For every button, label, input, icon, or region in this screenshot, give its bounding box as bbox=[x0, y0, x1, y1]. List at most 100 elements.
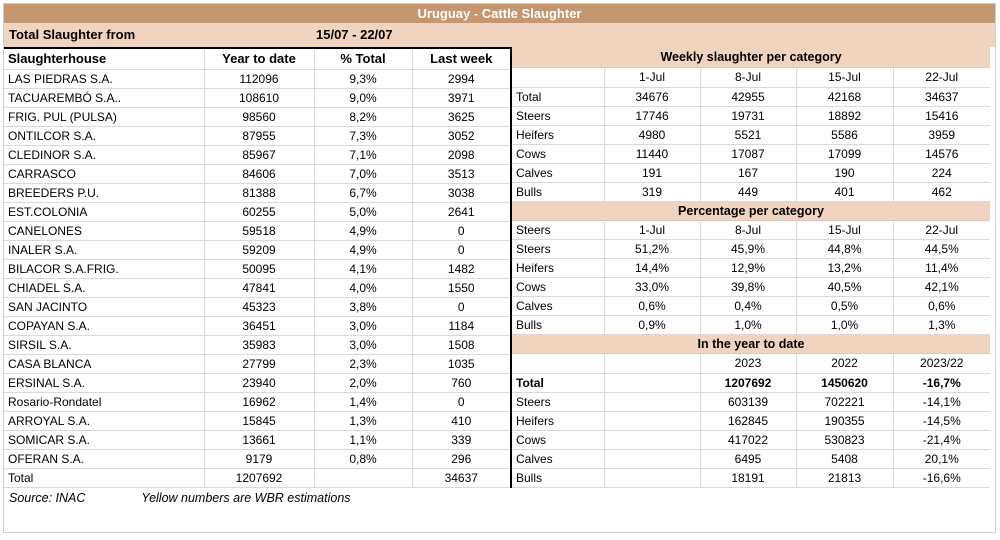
percentage-header-22jul: 22-Jul bbox=[893, 220, 990, 240]
table-row: Total 34676 42955 42168 34637 bbox=[512, 87, 990, 107]
ytd-2023-value: 603139 bbox=[700, 392, 797, 412]
slaughterhouse-name: Rosario-Rondatel bbox=[4, 392, 205, 412]
week3-value: 17099 bbox=[796, 144, 894, 164]
year-to-date-value: 59518 bbox=[204, 221, 315, 241]
pct-total-value: 3,8% bbox=[314, 297, 413, 317]
ytd-2023-value: 6495 bbox=[700, 449, 797, 469]
percentage-header-label: Steers bbox=[512, 220, 605, 240]
week4-value: 34637 bbox=[893, 87, 990, 107]
pct-total-value: 4,0% bbox=[314, 278, 413, 298]
year-to-date-value: 36451 bbox=[204, 316, 315, 336]
last-week-value: 0 bbox=[412, 240, 510, 260]
pct-total-value: 0,8% bbox=[314, 449, 413, 469]
last-week-value: 3052 bbox=[412, 126, 510, 146]
ytd-header-ratio: 2023/22 bbox=[893, 354, 990, 374]
ytd-total-blank bbox=[604, 373, 701, 393]
table-row: CLEDINOR S.A. 85967 7,1% 2098 bbox=[4, 145, 510, 165]
category-label: Calves bbox=[512, 296, 605, 316]
last-week-value: 2641 bbox=[412, 202, 510, 222]
week2-value: 167 bbox=[700, 163, 797, 183]
week2-value: 42955 bbox=[700, 87, 797, 107]
slaughterhouse-name: INALER S.A. bbox=[4, 240, 205, 260]
week3-value: 401 bbox=[796, 182, 894, 202]
last-week-value: 1482 bbox=[412, 259, 510, 279]
table-row: Cows 11440 17087 17099 14576 bbox=[512, 144, 990, 164]
table-row: TACUAREMBÓ S.A.. 108610 9,0% 3971 bbox=[4, 88, 510, 108]
pct-total-value: 3,0% bbox=[314, 316, 413, 336]
total-last-week: 34637 bbox=[412, 468, 510, 488]
table-row: Rosario-Rondatel 16962 1,4% 0 bbox=[4, 392, 510, 412]
week2-pct: 12,9% bbox=[700, 258, 797, 278]
table-row: OFERAN S.A. 9179 0,8% 296 bbox=[4, 449, 510, 469]
category-label: Steers bbox=[512, 106, 605, 126]
week2-pct: 0,4% bbox=[700, 296, 797, 316]
year-to-date-value: 9179 bbox=[204, 449, 315, 469]
year-to-date-value: 27799 bbox=[204, 354, 315, 374]
table-row: Bulls 0,9% 1,0% 1,0% 1,3% bbox=[512, 315, 990, 335]
percentage-rows: Steers 51,2% 45,9% 44,8% 44,5% Heifers 1… bbox=[512, 239, 990, 335]
ytd-2022-value: 190355 bbox=[796, 411, 894, 431]
ytd-header-blank2 bbox=[604, 354, 701, 374]
category-label: Heifers bbox=[512, 258, 605, 278]
slaughterhouse-header-row: Slaughterhouse Year to date % Total Last… bbox=[4, 47, 510, 70]
col-header-last-week: Last week bbox=[412, 47, 510, 70]
week1-value: 191 bbox=[604, 163, 701, 183]
ytd-2023-value: 162845 bbox=[700, 411, 797, 431]
year-to-date-value: 15845 bbox=[204, 411, 315, 431]
page-title: Uruguay - Cattle Slaughter bbox=[4, 4, 995, 23]
category-label: Bulls bbox=[512, 468, 605, 488]
total-pct bbox=[314, 468, 413, 488]
year-to-date-value: 16962 bbox=[204, 392, 315, 412]
ytd-2023-value: 18191 bbox=[700, 468, 797, 488]
category-panel: Weekly slaughter per category 1-Jul 8-Ju… bbox=[510, 47, 990, 488]
last-week-value: 3971 bbox=[412, 88, 510, 108]
year-to-date-value: 47841 bbox=[204, 278, 315, 298]
slaughterhouse-name: FRIG. PUL (PULSA) bbox=[4, 107, 205, 127]
week1-value: 17746 bbox=[604, 106, 701, 126]
year-to-date-value: 84606 bbox=[204, 164, 315, 184]
slaughterhouse-name: SIRSIL S.A. bbox=[4, 335, 205, 355]
week1-value: 11440 bbox=[604, 144, 701, 164]
table-row: Bulls 319 449 401 462 bbox=[512, 182, 990, 202]
category-label: Cows bbox=[512, 144, 605, 164]
slaughterhouse-table: Slaughterhouse Year to date % Total Last… bbox=[4, 47, 510, 488]
col-header-pct-total: % Total bbox=[314, 47, 413, 70]
ytd-total-row: Total 1207692 1450620 -16,7% bbox=[512, 373, 990, 393]
year-to-date-value: 59209 bbox=[204, 240, 315, 260]
week1-pct: 0,9% bbox=[604, 315, 701, 335]
weekly-header-22jul: 22-Jul bbox=[893, 68, 990, 88]
source-row: Source: INAC Yellow numbers are WBR esti… bbox=[4, 488, 510, 505]
percentage-header-1jul: 1-Jul bbox=[604, 220, 701, 240]
week4-pct: 11,4% bbox=[893, 258, 990, 278]
week4-pct: 0,6% bbox=[893, 296, 990, 316]
ytd-section-title: In the year to date bbox=[512, 335, 990, 354]
col-header-year-to-date: Year to date bbox=[204, 47, 315, 70]
period-row: Total Slaughter from 15/07 - 22/07 bbox=[4, 23, 995, 47]
year-to-date-value: 108610 bbox=[204, 88, 315, 108]
week4-pct: 1,3% bbox=[893, 315, 990, 335]
slaughterhouse-name: BREEDERS P.U. bbox=[4, 183, 205, 203]
table-row: Steers 603139 702221 -14,1% bbox=[512, 392, 990, 412]
week4-pct: 42,1% bbox=[893, 277, 990, 297]
slaughterhouse-name: CARRASCO bbox=[4, 164, 205, 184]
ytd-change-value: -21,4% bbox=[893, 430, 990, 450]
table-row: BILACOR S.A.FRIG. 50095 4,1% 1482 bbox=[4, 259, 510, 279]
last-week-value: 3038 bbox=[412, 183, 510, 203]
last-week-value: 1035 bbox=[412, 354, 510, 374]
category-label: Bulls bbox=[512, 182, 605, 202]
table-row: SAN JACINTO 45323 3,8% 0 bbox=[4, 297, 510, 317]
pct-total-value: 7,1% bbox=[314, 145, 413, 165]
category-label: Calves bbox=[512, 163, 605, 183]
slaughterhouse-rows: LAS PIEDRAS S.A. 112096 9,3% 2994 TACUAR… bbox=[4, 69, 510, 469]
slaughterhouse-name: SOMICAR S.A. bbox=[4, 430, 205, 450]
ytd-table: 2023 2022 2023/22 Total 1207692 1450620 … bbox=[512, 354, 990, 488]
ytd-change-value: 20,1% bbox=[893, 449, 990, 469]
percentage-section-title: Percentage per category bbox=[512, 201, 990, 221]
pct-total-value: 7,0% bbox=[314, 164, 413, 184]
table-row: Heifers 162845 190355 -14,5% bbox=[512, 411, 990, 431]
table-row: Bulls 18191 21813 -16,6% bbox=[512, 468, 990, 488]
slaughterhouse-name: CANELONES bbox=[4, 221, 205, 241]
table-row: Cows 33,0% 39,8% 40,5% 42,1% bbox=[512, 277, 990, 297]
slaughterhouse-name: CASA BLANCA bbox=[4, 354, 205, 374]
pct-total-value: 7,3% bbox=[314, 126, 413, 146]
